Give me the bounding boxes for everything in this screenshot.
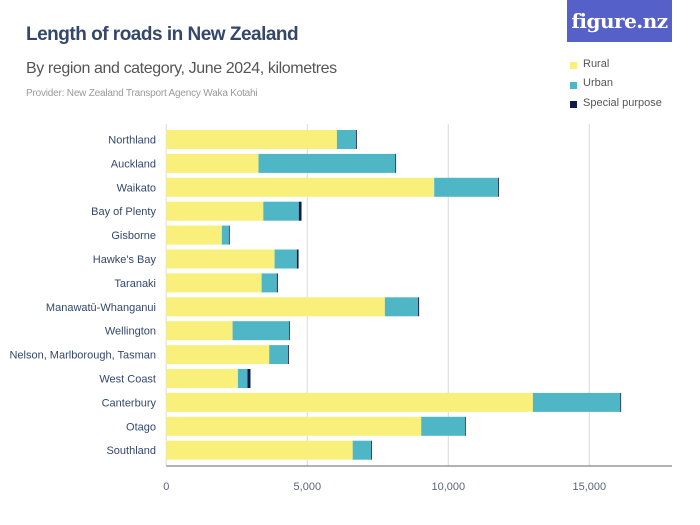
legend-swatch xyxy=(570,101,577,109)
legend-item-special: Special purpose xyxy=(570,93,662,113)
category-label: Gisborne xyxy=(111,230,156,242)
bar-special-purpose xyxy=(288,321,290,341)
bar-special-purpose xyxy=(288,345,289,365)
legend-item-rural: Rural xyxy=(570,54,662,74)
bar-special-purpose xyxy=(356,130,357,149)
bar-rural xyxy=(166,440,353,460)
bar-special-purpose xyxy=(418,297,420,317)
bar-rural xyxy=(166,392,533,412)
bar-urban xyxy=(352,440,372,460)
figure-nz-logo[interactable]: figure.nz xyxy=(567,0,672,42)
bar-special-purpose xyxy=(371,440,372,460)
bar-urban xyxy=(237,369,248,388)
bar-rural xyxy=(166,273,262,293)
legend-swatch xyxy=(570,62,577,70)
category-label: Waikato xyxy=(117,182,156,194)
category-label: West Coast xyxy=(99,374,156,386)
bar-special-purpose xyxy=(620,392,622,412)
legend-swatch xyxy=(570,81,577,89)
bar-special-purpose xyxy=(276,273,278,293)
legend-label: Urban xyxy=(583,77,613,90)
legend-label: Special purpose xyxy=(583,96,662,109)
x-tick-label: 10,000 xyxy=(431,481,465,493)
category-label: Hawke's Bay xyxy=(93,254,157,266)
bar-rural xyxy=(166,321,233,341)
x-tick-label: 15,000 xyxy=(572,481,606,493)
category-label: Taranaki xyxy=(114,278,156,290)
bar-urban xyxy=(421,416,465,436)
category-label: Canterbury xyxy=(102,397,157,409)
bar-special-purpose xyxy=(298,201,302,221)
chart-title: Length of roads in New Zealand xyxy=(26,24,299,45)
legend-label: Rural xyxy=(583,57,610,70)
bar-rural xyxy=(166,297,385,317)
bar-special-purpose xyxy=(296,249,299,269)
bar-urban xyxy=(232,321,289,341)
bar-rural xyxy=(166,177,435,197)
bar-rural xyxy=(166,345,270,365)
bar-special-purpose xyxy=(464,416,466,436)
bar-rural xyxy=(166,249,275,269)
bar-rural xyxy=(166,153,259,173)
bar-special-purpose xyxy=(247,369,251,388)
bar-special-purpose xyxy=(395,153,397,173)
category-label: Manawatū-Whanganui xyxy=(46,302,156,314)
chart-subtitle: By region and category, June 2024, kilom… xyxy=(26,60,337,77)
legend-item-urban: Urban xyxy=(570,74,662,94)
category-label: Nelson, Marlborough, Tasman xyxy=(9,350,156,362)
bar-urban xyxy=(263,201,299,221)
bar-urban xyxy=(434,177,499,197)
bar-urban xyxy=(336,130,357,149)
category-label: Southland xyxy=(106,445,156,457)
bar-urban xyxy=(384,297,419,317)
x-tick-label: 5,000 xyxy=(294,481,322,493)
bar-urban xyxy=(261,273,277,293)
category-label: Auckland xyxy=(111,158,156,170)
category-label: Northland xyxy=(108,135,156,147)
bar-urban xyxy=(274,249,297,269)
bar-rural xyxy=(166,416,422,436)
legend: Rural Urban Special purpose xyxy=(570,54,662,113)
bar-rural xyxy=(166,201,264,221)
category-label: Otago xyxy=(126,421,156,433)
x-tick-label: 0 xyxy=(163,481,169,493)
bar-urban xyxy=(269,345,289,365)
bar-urban xyxy=(532,392,621,412)
bar-special-purpose xyxy=(498,177,500,197)
bar-rural xyxy=(166,369,238,388)
bar-urban xyxy=(258,153,396,173)
bar-urban xyxy=(221,225,229,245)
category-label: Bay of Plenty xyxy=(91,206,156,218)
bar-special-purpose xyxy=(228,225,230,245)
bar-rural xyxy=(166,130,337,149)
bar-rural xyxy=(166,225,222,245)
provider-note: Provider: New Zealand Transport Agency W… xyxy=(26,88,258,99)
category-label: Wellington xyxy=(105,326,156,338)
